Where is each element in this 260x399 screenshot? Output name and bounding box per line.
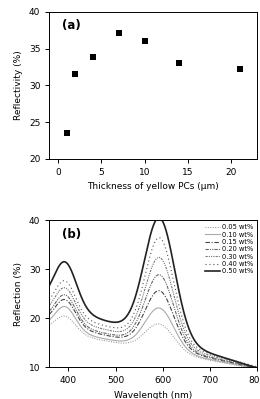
0.30 wt% [48,303,51,308]
0.10 wt% [142,322,145,326]
0.05 wt% [142,331,145,336]
0.05 wt% [62,314,66,318]
Y-axis label: Reflectivity (%): Reflectivity (%) [14,50,23,120]
0.50 wt% [142,262,145,267]
0.20 wt% [85,323,88,328]
0.05 wt% [187,351,190,356]
0.50 wt% [171,255,174,260]
0.30 wt% [187,338,190,342]
0.05 wt% [85,333,88,338]
0.30 wt% [256,365,259,370]
0.15 wt% [187,344,190,349]
Line: 0.10 wt%: 0.10 wt% [49,306,257,369]
0.05 wt% [102,338,105,343]
0.40 wt% [142,280,145,284]
0.15 wt% [85,325,88,330]
Y-axis label: Reflection (%): Reflection (%) [14,262,23,326]
0.05 wt% [171,333,174,338]
Line: 0.30 wt%: 0.30 wt% [49,257,257,367]
Legend: 0.05 wt%, 0.10 wt%, 0.15 wt%, 0.20 wt%, 0.30 wt%, 0.40 wt%, 0.50 wt%: 0.05 wt%, 0.10 wt%, 0.15 wt%, 0.20 wt%, … [205,224,254,275]
Point [117,29,121,36]
0.20 wt% [48,309,51,314]
0.40 wt% [158,235,161,240]
0.50 wt% [48,283,51,288]
X-axis label: Thickness of yellow PCs (μm): Thickness of yellow PCs (μm) [88,182,219,191]
0.40 wt% [187,334,190,338]
0.15 wt% [171,310,174,315]
0.30 wt% [171,287,174,292]
0.50 wt% [85,304,88,309]
Line: 0.20 wt%: 0.20 wt% [49,275,257,368]
Point [177,60,181,67]
0.10 wt% [256,366,259,371]
0.30 wt% [101,326,105,331]
0.50 wt% [157,215,160,220]
0.20 wt% [187,341,190,346]
0.20 wt% [101,330,105,335]
Point [238,66,242,72]
0.30 wt% [142,292,145,296]
0.40 wt% [48,297,51,302]
0.15 wt% [256,366,259,371]
0.10 wt% [102,336,105,341]
Point [91,54,95,61]
0.20 wt% [205,354,208,358]
0.15 wt% [101,332,105,337]
0.15 wt% [157,288,160,293]
0.10 wt% [205,356,208,361]
0.15 wt% [48,312,51,317]
Point [143,38,147,45]
0.50 wt% [187,326,190,330]
0.30 wt% [85,318,88,323]
0.30 wt% [158,255,161,260]
0.20 wt% [157,272,160,277]
Text: (a): (a) [62,19,81,32]
Line: 0.40 wt%: 0.40 wt% [49,238,257,367]
0.05 wt% [205,357,208,362]
0.15 wt% [205,355,208,359]
0.50 wt% [205,349,208,354]
0.10 wt% [48,318,51,322]
0.20 wt% [256,365,259,370]
0.50 wt% [101,318,105,322]
0.40 wt% [85,314,88,319]
0.20 wt% [142,302,145,307]
X-axis label: Wavelength (nm): Wavelength (nm) [114,391,192,399]
0.50 wt% [256,365,259,370]
0.10 wt% [171,322,174,327]
0.10 wt% [187,348,190,353]
0.30 wt% [205,352,208,357]
Text: (b): (b) [62,228,81,241]
0.40 wt% [205,350,208,355]
0.10 wt% [62,304,66,309]
Line: 0.15 wt%: 0.15 wt% [49,290,257,368]
0.10 wt% [85,330,88,335]
Line: 0.05 wt%: 0.05 wt% [49,316,257,369]
0.20 wt% [171,299,174,304]
0.15 wt% [142,312,145,316]
0.05 wt% [256,367,259,371]
0.40 wt% [171,273,174,278]
0.40 wt% [256,364,259,369]
Line: 0.50 wt%: 0.50 wt% [49,218,257,368]
Point [65,130,69,136]
0.40 wt% [101,323,105,328]
Point [73,71,77,77]
0.05 wt% [48,322,51,327]
